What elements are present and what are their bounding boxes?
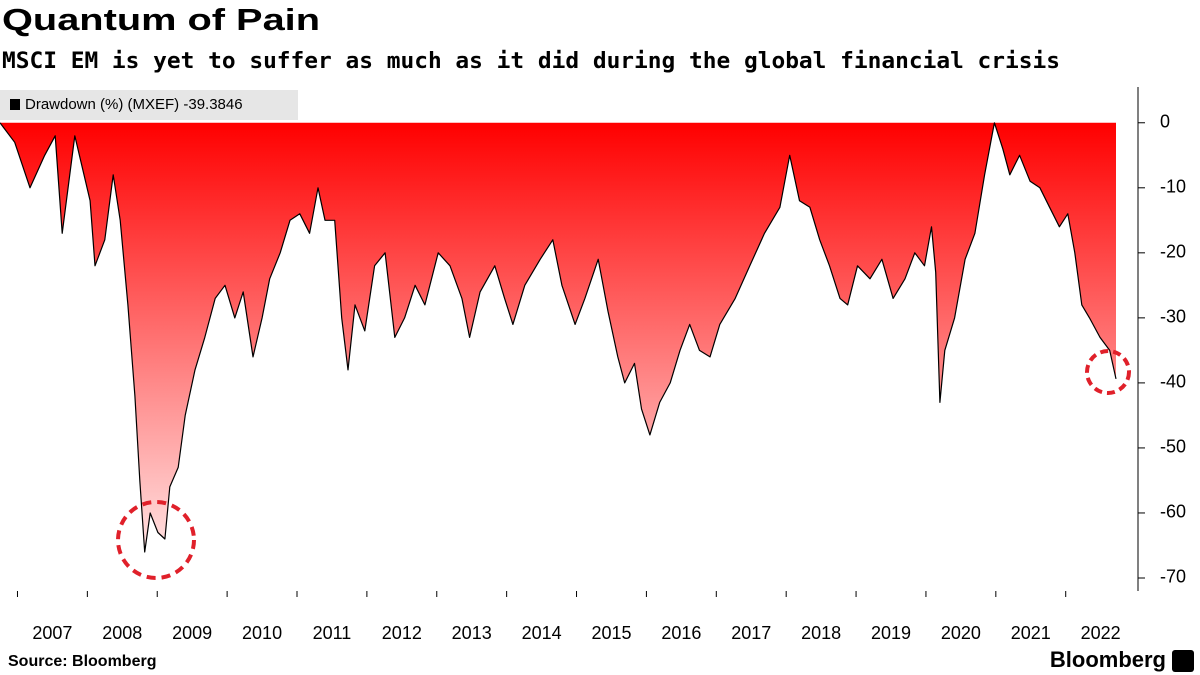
annotation-circle <box>116 500 196 580</box>
x-tick-label: 2016 <box>661 623 701 643</box>
y-tick-label: -70 <box>1160 567 1186 587</box>
x-tick-label: 2014 <box>522 623 562 643</box>
x-tick-label: 2021 <box>1011 623 1051 643</box>
x-tick-label: 2007 <box>32 623 72 643</box>
x-tick-label: 2019 <box>871 623 911 643</box>
x-tick-label: 2018 <box>801 623 841 643</box>
plot-area: 0 -10 -20 -30 -40 -50 -60 -70 2007 2008 2009 2010 20… <box>0 87 1186 643</box>
x-tick-label: 2008 <box>102 623 142 643</box>
chart-subtitle: MSCI EM is yet to suffer as much as it d… <box>2 49 1060 74</box>
source-note: Source: Bloomberg <box>8 653 156 670</box>
x-tick-label: 2020 <box>941 623 981 643</box>
y-tick-label: -30 <box>1160 307 1186 327</box>
x-tick-label: 2013 <box>452 623 492 643</box>
y-tick-label: -40 <box>1160 372 1186 392</box>
brand-icon <box>1172 650 1194 672</box>
x-tick-label: 2015 <box>591 623 631 643</box>
x-tick-label: 2011 <box>313 623 352 643</box>
x-tick-label: 2022 <box>1081 623 1121 643</box>
chart-title: Quantum of Pain <box>2 2 320 37</box>
legend-last-value: -39.3846 <box>183 96 242 113</box>
drawdown-line <box>0 122 1117 553</box>
area-fill <box>0 122 1116 553</box>
x-tick-label: 2017 <box>731 623 771 643</box>
y-tick-label: -10 <box>1160 177 1186 197</box>
legend-box <box>0 90 298 120</box>
annotation-circle <box>1085 349 1131 395</box>
x-tick-label: 2010 <box>242 623 282 643</box>
y-tick-label: 0 <box>1160 112 1170 132</box>
legend-series-name: Drawdown (%) (MXEF) <box>25 96 179 113</box>
y-tick-label: -50 <box>1160 437 1186 457</box>
x-tick-label: 2012 <box>382 623 422 643</box>
legend-label: Drawdown (%) (MXEF) -39.3846 <box>25 96 243 113</box>
legend-swatch <box>10 99 20 110</box>
x-tick-label: 2009 <box>172 623 212 643</box>
y-tick-label: -60 <box>1160 502 1186 522</box>
y-tick-label: -20 <box>1160 242 1186 262</box>
brand-logo: Bloomberg <box>1050 647 1166 672</box>
